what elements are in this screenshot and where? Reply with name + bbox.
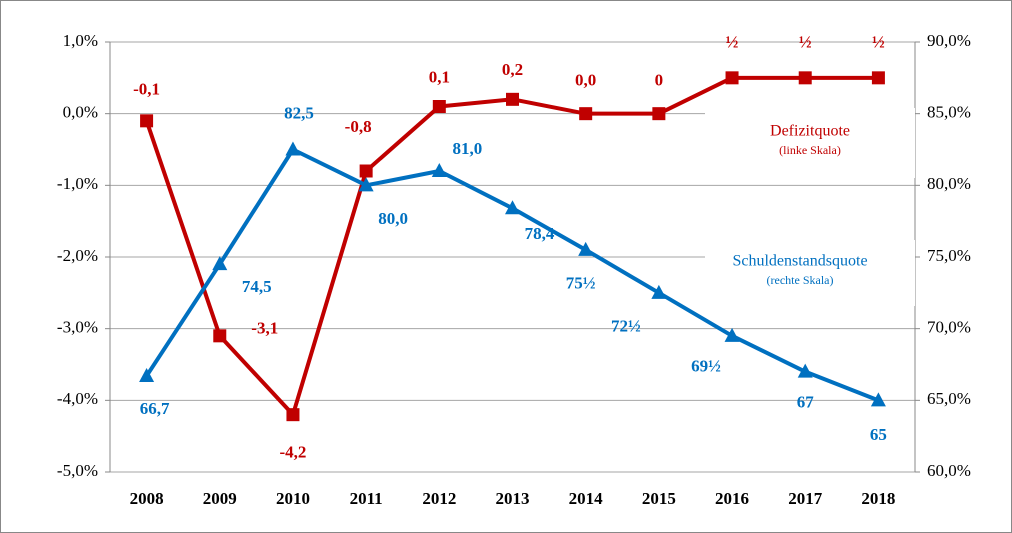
- marker: [213, 329, 227, 343]
- marker: [212, 256, 228, 271]
- marker: [432, 100, 446, 113]
- data-label: 72½: [611, 317, 641, 336]
- x-tick-label: 2014: [569, 489, 604, 508]
- y2-tick-label: 80,0%: [927, 174, 971, 193]
- data-label: 74,5: [242, 277, 272, 296]
- x-tick-label: 2017: [788, 489, 823, 508]
- y-tick-label: 1,0%: [63, 31, 98, 50]
- x-tick-label: 2009: [203, 489, 237, 508]
- marker: [724, 327, 740, 342]
- legend-label: Schuldenstandsquote: [732, 253, 867, 270]
- y2-tick-label: 85,0%: [927, 103, 971, 122]
- legend-box: [705, 240, 915, 306]
- marker: [871, 71, 885, 85]
- data-label: 78,4: [525, 224, 555, 243]
- x-tick-label: 2015: [642, 489, 676, 508]
- x-tick-label: 2012: [422, 489, 456, 508]
- marker: [505, 200, 520, 215]
- marker: [651, 284, 667, 299]
- y-tick-label: -2,0%: [57, 246, 98, 265]
- marker: [286, 408, 300, 422]
- data-label: 67: [797, 393, 815, 412]
- data-label: 81,0: [452, 139, 482, 158]
- data-label: 0,0: [575, 71, 596, 90]
- data-label: -0,8: [345, 117, 372, 136]
- legend-box: [705, 108, 915, 178]
- y2-tick-label: 90,0%: [927, 31, 971, 50]
- marker: [358, 177, 374, 192]
- data-label: ½: [726, 33, 739, 52]
- x-tick-label: 2011: [350, 489, 383, 508]
- data-label: 0,2: [502, 60, 523, 79]
- legend-note: (linke Skala): [779, 143, 841, 157]
- marker: [506, 92, 519, 106]
- y2-tick-label: 70,0%: [927, 318, 971, 337]
- x-tick-label: 2008: [130, 489, 164, 508]
- marker: [139, 367, 155, 382]
- marker: [725, 71, 739, 85]
- data-label: 80,0: [378, 209, 408, 228]
- legend-label: Defizitquote: [770, 123, 850, 140]
- y-tick-label: -5,0%: [57, 461, 98, 480]
- legend-note: (rechte Skala): [767, 273, 834, 287]
- y2-tick-label: 65,0%: [927, 389, 971, 408]
- marker: [579, 107, 593, 121]
- marker: [870, 392, 886, 407]
- data-label: 69½: [691, 357, 721, 376]
- x-tick-label: 2018: [861, 489, 895, 508]
- marker: [652, 107, 666, 121]
- data-label: ½: [799, 33, 812, 52]
- data-label: 66,7: [140, 399, 170, 418]
- data-label: 82,5: [284, 103, 314, 122]
- marker: [797, 363, 813, 378]
- data-label: 0,1: [429, 67, 450, 86]
- y-tick-label: -3,0%: [57, 318, 98, 337]
- y2-tick-label: 75,0%: [927, 246, 971, 265]
- data-label: 65: [870, 425, 887, 444]
- y2-tick-label: 60,0%: [927, 461, 971, 480]
- data-label: ½: [872, 33, 885, 52]
- y-tick-label: -4,0%: [57, 389, 98, 408]
- x-tick-label: 2013: [496, 489, 530, 508]
- x-tick-label: 2016: [715, 489, 749, 508]
- data-label: 75½: [566, 274, 596, 293]
- data-label: -3,1: [251, 319, 278, 338]
- x-tick-label: 2010: [276, 489, 310, 508]
- marker: [578, 241, 594, 256]
- data-label: 0: [655, 71, 664, 90]
- marker: [140, 114, 154, 128]
- y-tick-label: -1,0%: [57, 174, 98, 193]
- marker: [431, 163, 447, 177]
- marker: [285, 141, 301, 156]
- data-label: -4,2: [279, 443, 306, 462]
- marker: [359, 164, 373, 178]
- y-tick-label: 0,0%: [63, 103, 98, 122]
- marker: [798, 71, 812, 85]
- data-label: -0,1: [133, 80, 160, 99]
